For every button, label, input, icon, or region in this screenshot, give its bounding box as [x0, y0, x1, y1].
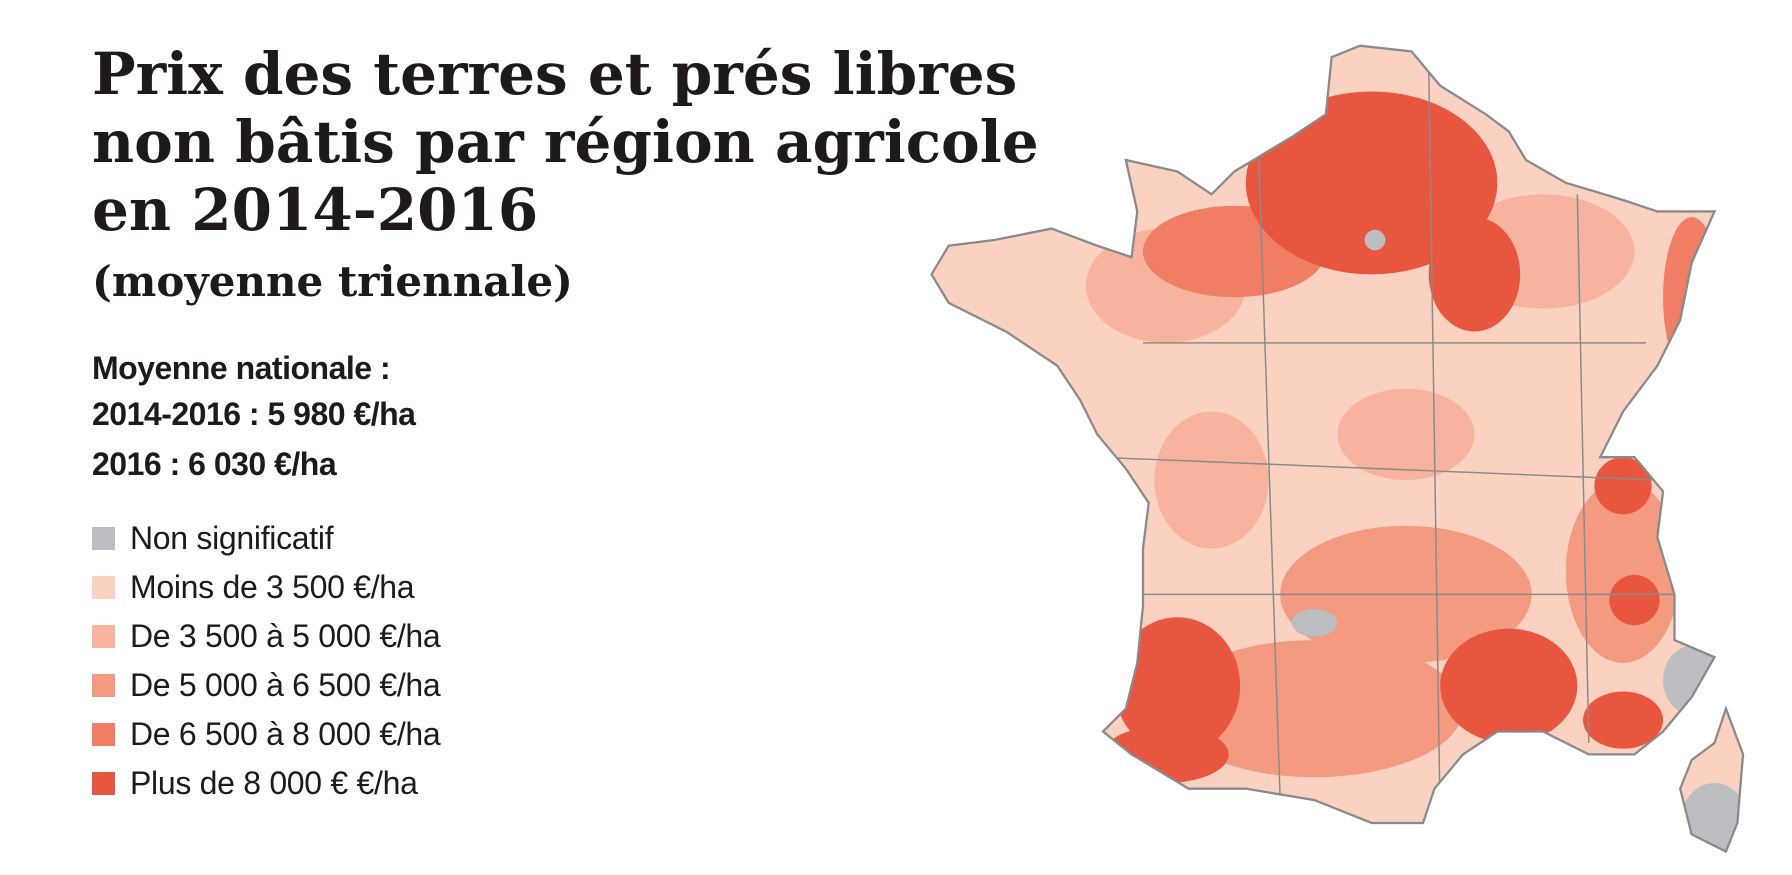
title-line: Prix des terres et prés libres [92, 40, 1018, 108]
region [1428, 217, 1521, 332]
region [1245, 91, 1498, 275]
region [1291, 609, 1338, 637]
legend-swatch [92, 576, 115, 599]
region [1154, 411, 1269, 549]
region [1594, 457, 1652, 515]
legend-item: De 3 500 à 5 000 €/ha [92, 618, 441, 655]
legend-label: De 6 500 à 8 000 €/ha [130, 716, 441, 752]
legend-swatch [92, 723, 115, 746]
region [1114, 617, 1241, 755]
region [1165, 640, 1464, 778]
national-line: 2014-2016 : 5 980 €/ha [92, 396, 416, 432]
legend-label: Plus de 8 000 € €/ha [130, 765, 418, 801]
national-heading: Moyenne nationale : [92, 350, 391, 386]
national-line: 2016 : 6 030 €/ha [92, 446, 337, 482]
legend-swatch [92, 527, 115, 550]
region [1583, 691, 1664, 749]
legend-item: De 5 000 à 6 500 €/ha [92, 667, 441, 704]
region [1440, 628, 1578, 743]
map-body [930, 44, 1745, 853]
legend-swatch [92, 772, 115, 795]
region-border [1097, 68, 1681, 823]
legend-swatch [92, 625, 115, 648]
legend-item: Moins de 3 500 €/ha [92, 569, 415, 606]
legend-label: De 3 500 à 5 000 €/ha [130, 618, 441, 654]
region [1609, 574, 1660, 626]
region [1337, 388, 1475, 481]
legend-label: Moins de 3 500 €/ha [130, 569, 415, 605]
legend-label: De 5 000 à 6 500 €/ha [130, 667, 441, 703]
region [1663, 217, 1721, 378]
legend-item: Plus de 8 000 € €/ha [92, 765, 418, 802]
title-line: en 2014-2016 [92, 176, 539, 244]
legend-item: Non significatif [92, 520, 334, 557]
title-line: non bâtis par région agricole [92, 108, 1039, 176]
legend-item: De 6 500 à 8 000 €/ha [92, 716, 441, 753]
legend-swatch [92, 674, 115, 697]
legend-label: Non significatif [130, 520, 334, 556]
subtitle: (moyenne triennale) [92, 257, 573, 306]
region [1364, 229, 1386, 251]
